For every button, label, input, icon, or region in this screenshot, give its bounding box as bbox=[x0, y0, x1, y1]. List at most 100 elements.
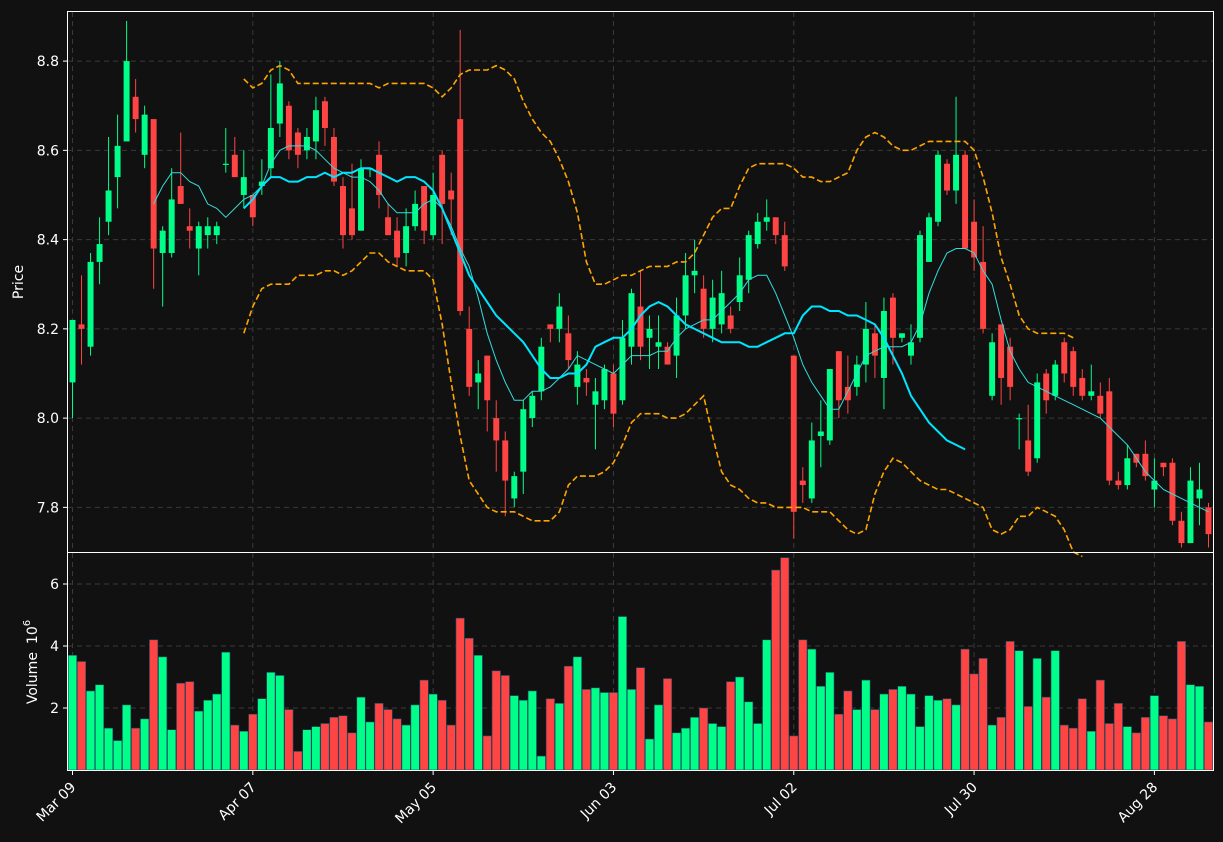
candle-body bbox=[321, 101, 328, 129]
volume-tick-label: 2 bbox=[50, 701, 59, 717]
volume-bar bbox=[302, 729, 312, 771]
candle-body bbox=[1034, 382, 1041, 459]
volume-bar bbox=[275, 675, 285, 771]
volume-bar bbox=[257, 698, 267, 771]
volume-bar bbox=[617, 616, 627, 771]
volume-bar bbox=[86, 690, 96, 771]
volume-exponent-base: 10 bbox=[25, 626, 41, 644]
volume-bar bbox=[149, 639, 159, 771]
candle-body bbox=[917, 235, 923, 338]
candle-body bbox=[862, 328, 869, 365]
volume-bar bbox=[284, 709, 294, 771]
candle-body bbox=[1061, 342, 1068, 374]
volume-bar bbox=[969, 673, 979, 771]
volume-bar bbox=[672, 732, 682, 771]
volume-bar bbox=[1149, 695, 1159, 771]
volume-bar bbox=[185, 681, 195, 771]
candle-body bbox=[673, 315, 680, 356]
candle-body bbox=[682, 275, 689, 316]
volume-bar bbox=[699, 707, 709, 771]
volume-bar bbox=[744, 701, 754, 771]
price-tick-label: 8.0 bbox=[37, 411, 59, 427]
volume-bar bbox=[248, 713, 258, 771]
volume-bar bbox=[1140, 716, 1150, 771]
candle-body bbox=[772, 217, 779, 236]
volume-bar bbox=[446, 724, 456, 771]
volume-bar bbox=[626, 689, 636, 771]
candle-body bbox=[349, 208, 355, 236]
volume-bar bbox=[563, 665, 573, 771]
candle-body bbox=[655, 342, 662, 347]
volume-bar bbox=[951, 704, 961, 771]
candle-body bbox=[1151, 480, 1158, 490]
candle-body bbox=[493, 418, 500, 441]
price-axis: 7.8 8.0 8.2 8.4 8.6 8.8 bbox=[37, 54, 68, 516]
candle-body bbox=[276, 83, 283, 124]
candle-body bbox=[700, 288, 707, 329]
volume-bar bbox=[834, 713, 844, 771]
volume-bar bbox=[176, 682, 186, 771]
volume-bar bbox=[536, 755, 546, 771]
volume-bar bbox=[509, 695, 519, 771]
volume-bar bbox=[708, 723, 718, 771]
volume-bar bbox=[924, 695, 934, 771]
volume-bar bbox=[1185, 684, 1195, 771]
volume-bar bbox=[581, 689, 591, 771]
candle-body bbox=[727, 315, 734, 329]
candle-body bbox=[520, 409, 527, 472]
candle-body bbox=[1016, 418, 1023, 420]
candle-body bbox=[664, 346, 671, 365]
candle-body bbox=[1142, 453, 1149, 477]
volume-tick-label: 6 bbox=[50, 577, 59, 593]
volume-bar bbox=[599, 692, 609, 771]
volume-panel-frame bbox=[67, 552, 1214, 771]
candle-body bbox=[376, 154, 383, 195]
candle-body bbox=[989, 342, 996, 396]
candle-body bbox=[998, 324, 1005, 378]
candle-body bbox=[610, 373, 617, 414]
candle-body bbox=[808, 440, 815, 499]
volume-bar bbox=[897, 685, 907, 771]
candle-body bbox=[213, 226, 220, 236]
price-tick-label: 8.2 bbox=[37, 322, 59, 338]
candle-body bbox=[475, 373, 482, 383]
candle-body bbox=[1124, 458, 1131, 486]
candle-body bbox=[78, 324, 85, 329]
volume-bar bbox=[933, 699, 943, 771]
price-tick-label: 8.6 bbox=[37, 143, 59, 159]
candle-body bbox=[962, 154, 969, 249]
candle-body bbox=[105, 190, 112, 222]
volume-bar bbox=[1014, 650, 1024, 771]
candle-body bbox=[267, 128, 274, 169]
candle-body bbox=[285, 105, 292, 151]
candle-body bbox=[736, 275, 743, 303]
candle-body bbox=[628, 293, 635, 347]
volume-bar bbox=[1077, 698, 1087, 771]
volume-bar bbox=[329, 716, 339, 771]
volume-bar bbox=[1203, 721, 1214, 771]
volume-bar bbox=[77, 661, 87, 771]
candle-body bbox=[898, 333, 905, 338]
volume-bar bbox=[266, 672, 276, 771]
volume-bar bbox=[915, 726, 925, 771]
candle-body bbox=[195, 226, 202, 249]
candle-body bbox=[1070, 351, 1077, 387]
moving-average-slow-line bbox=[243, 167, 966, 451]
volume-bar bbox=[401, 724, 411, 771]
candle-body bbox=[511, 476, 518, 499]
candle-body bbox=[889, 297, 896, 338]
candle-body bbox=[556, 306, 563, 329]
volume-bar bbox=[365, 721, 375, 771]
candle-body bbox=[1187, 480, 1194, 544]
volume-bar bbox=[131, 727, 141, 771]
price-tick-label: 7.8 bbox=[37, 500, 59, 516]
candle-body bbox=[1205, 507, 1212, 535]
volume-bar bbox=[374, 703, 384, 771]
candle-body bbox=[421, 186, 428, 231]
volume-bar bbox=[843, 690, 853, 771]
candle-body bbox=[412, 203, 419, 227]
candle-body bbox=[1025, 440, 1032, 472]
price-tick-label: 8.4 bbox=[37, 233, 59, 249]
candle-body bbox=[844, 386, 851, 401]
